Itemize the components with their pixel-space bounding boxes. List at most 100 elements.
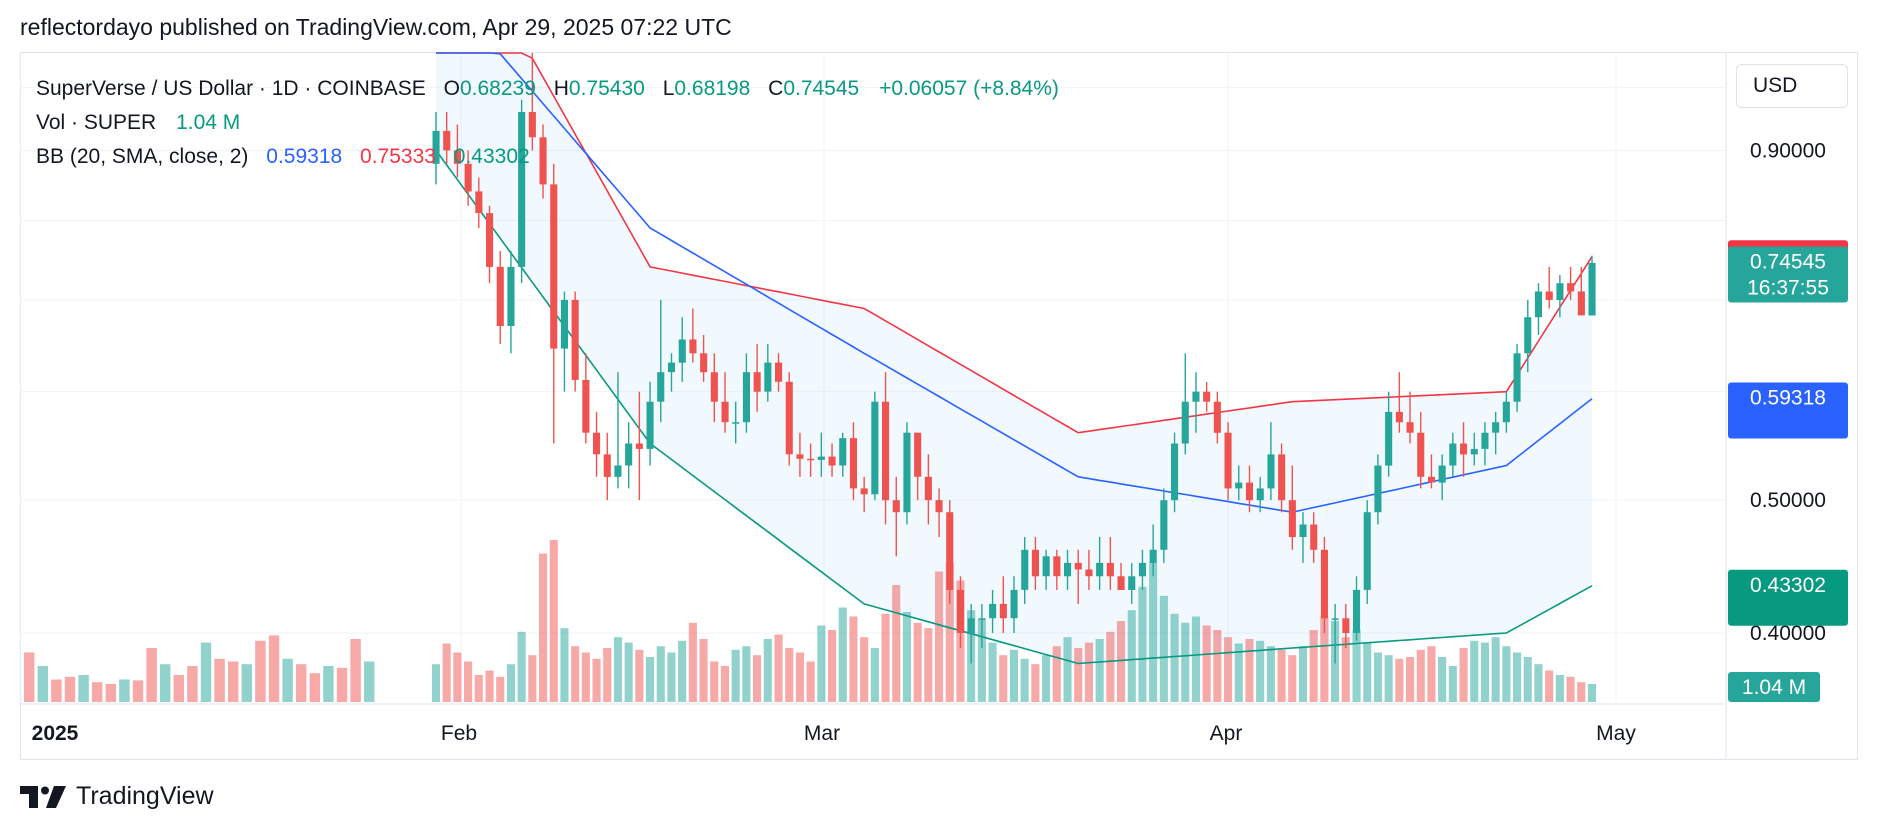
volume-bar [24, 652, 35, 702]
volume-bar [1288, 655, 1297, 702]
volume-bar [1523, 657, 1532, 702]
candle-body [956, 589, 964, 633]
candle-body [1267, 454, 1275, 489]
candle-body [1213, 401, 1221, 433]
volume-bar [1534, 664, 1543, 702]
candle-body [464, 163, 472, 192]
volume-bar [539, 553, 548, 702]
candle-body [1492, 422, 1500, 433]
volume-bar [1074, 648, 1083, 702]
volume-bar [255, 640, 266, 702]
volume-bar [1202, 625, 1211, 702]
publish-header: reflectordayo published on TradingView.c… [20, 14, 732, 40]
volume-bar [592, 658, 601, 702]
volume-bar [309, 673, 320, 702]
volume-bar [1277, 649, 1286, 702]
volume-bar [350, 639, 361, 702]
legend-close-label: C [768, 77, 784, 100]
currency-selector[interactable]: USD [1736, 64, 1848, 108]
volume-bar [1234, 643, 1243, 702]
volume-bar [453, 652, 462, 702]
candle-body [1053, 556, 1061, 577]
volume-bar [902, 612, 911, 702]
legend-bb-lower: 0.43302 [453, 145, 530, 168]
volume-bar [1470, 640, 1479, 702]
volume-bar [1084, 642, 1093, 702]
volume-bar [336, 667, 348, 702]
candle-body [1342, 618, 1350, 633]
legend-vol-value: 1.04 M [176, 111, 241, 134]
footer-brand[interactable]: TradingView [20, 782, 214, 811]
volume-bar [228, 661, 239, 702]
volume-bar [999, 655, 1008, 702]
time-tick: May [1596, 722, 1636, 745]
candle-body [1363, 512, 1371, 590]
candle-body [839, 438, 847, 466]
time-axis: 2025 Feb Mar Apr May [32, 722, 1637, 745]
legend-ohlc-row: SuperVerse / US Dollar · 1D · COINBASE O… [36, 72, 1059, 106]
volume-bar [146, 648, 157, 702]
candle-body [924, 476, 932, 501]
volume-bar [1052, 646, 1061, 702]
volume-bar [1427, 646, 1436, 702]
candle-body [1149, 549, 1157, 563]
candle-body [1181, 401, 1189, 444]
volume-bar [1577, 682, 1586, 702]
volume-bar [506, 664, 515, 702]
candle-body [1331, 618, 1339, 620]
bb-basis-label: 0.59318 [1750, 386, 1826, 409]
bb-lower-label-box [1728, 569, 1848, 626]
legend-bb-label: BB (20, SMA, close, 2) [36, 145, 249, 168]
volume-bar [1320, 616, 1329, 702]
volume-bar [1513, 652, 1522, 702]
volume-bar [364, 661, 375, 702]
volume-bar [678, 640, 687, 702]
volume-bar [496, 676, 505, 702]
volume-bar [560, 628, 569, 702]
candle-body [1010, 589, 1018, 619]
candle-body [443, 130, 451, 151]
candle-body [1310, 524, 1318, 550]
candle-body [989, 603, 997, 619]
candle-body [550, 184, 558, 349]
legend-high: 0.75430 [568, 77, 645, 100]
volume-bar [742, 646, 751, 702]
volume-bar [64, 676, 76, 702]
candle-body [764, 362, 772, 392]
candle-body [1224, 432, 1232, 489]
volume-bar [785, 648, 794, 702]
price-tick: 0.90000 [1750, 139, 1826, 162]
volume-bar [1042, 655, 1051, 702]
candle-body [1288, 500, 1296, 537]
candle-body [903, 432, 911, 513]
volume-bar [1298, 646, 1307, 702]
candle-body [1460, 443, 1468, 455]
volume-bar [860, 637, 869, 702]
volume-bar [241, 664, 252, 702]
candle-body [978, 618, 986, 620]
candle-body [914, 432, 922, 477]
candle-body [1417, 432, 1425, 477]
volume-bar [1138, 586, 1147, 702]
candle-body [753, 372, 761, 392]
legend-low-label: L [662, 77, 675, 100]
candle-body [507, 266, 515, 326]
volume-bar [828, 630, 837, 702]
candle-body [582, 379, 590, 433]
candle-body [1427, 476, 1435, 483]
volume-bar [603, 648, 612, 702]
volume-bar [1224, 637, 1233, 702]
volume-bar [1438, 657, 1447, 702]
volume-bar [1245, 639, 1254, 702]
candle-body [539, 137, 547, 185]
time-tick: Apr [1210, 722, 1243, 745]
volume-bar [105, 684, 116, 702]
volume-bar [977, 619, 986, 702]
volume-bar [1170, 613, 1179, 702]
candle-body [721, 401, 729, 423]
candle-body [1502, 401, 1510, 423]
volume-bar [296, 664, 307, 702]
candle-body [1074, 562, 1082, 570]
